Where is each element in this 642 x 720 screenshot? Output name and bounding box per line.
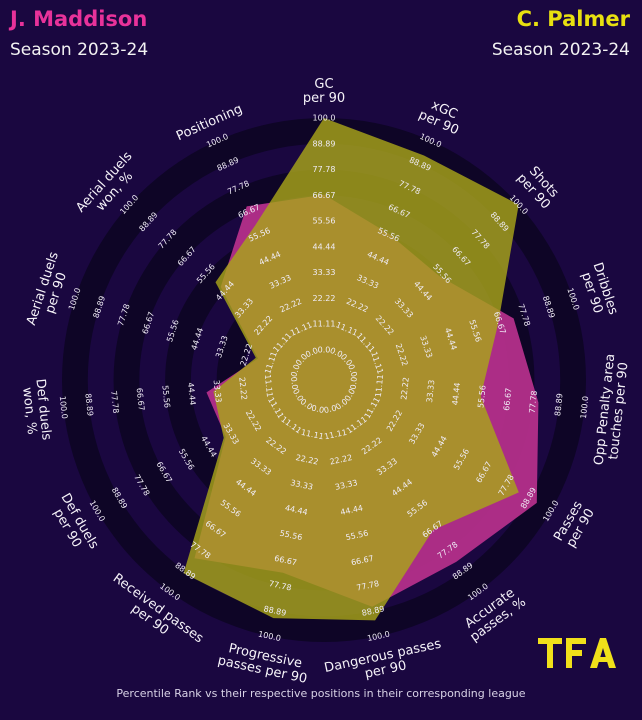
player-1-name: J. Maddison [10, 7, 148, 31]
tick-label: 66.67 [135, 387, 146, 411]
tick-label: 22.22 [399, 377, 410, 401]
tick-label: 44.44 [313, 242, 336, 251]
tick-label: 100.0 [58, 396, 69, 420]
axis-label: Progressivepasses per 90 [216, 640, 311, 687]
tick-label: 77.78 [313, 165, 336, 174]
tick-label: 55.56 [476, 385, 487, 409]
tick-label: 11.11 [263, 374, 274, 398]
player-1-header: J. Maddison Season 2023-24 [10, 6, 148, 62]
tick-label: 44.44 [451, 382, 462, 406]
axis-label: Def duelswon, % [18, 378, 53, 443]
tick-label: 88.89 [553, 393, 564, 417]
tick-label: 0.0 [318, 346, 331, 355]
tick-label: 55.56 [160, 385, 171, 409]
radar-series [183, 118, 539, 621]
tick-label: 44.44 [186, 382, 197, 406]
tick-label: 77.78 [109, 390, 120, 414]
player-2-header: C. Palmer Season 2023-24 [492, 6, 630, 62]
tick-label: 0.0 [346, 363, 358, 378]
player-2-name: C. Palmer [516, 7, 630, 31]
tick-label: 66.67 [502, 387, 513, 411]
tick-label: 0.0 [349, 376, 359, 390]
tick-label: 11.11 [313, 320, 336, 329]
player-2-season: Season 2023-24 [491, 40, 630, 60]
axis-label: Dangerous passesper 90 [323, 637, 446, 690]
tick-label: 33.33 [212, 379, 223, 403]
series-area-palmer [183, 118, 519, 621]
tick-label: 11.11 [374, 374, 385, 398]
player-1-season: Season 2023-24 [10, 40, 149, 60]
tick-label: 0.0 [289, 363, 301, 378]
axis-label: Dribblesper 90 [576, 261, 620, 321]
tick-label: 33.33 [313, 268, 336, 277]
axis-label: GC per 90 [303, 77, 345, 106]
tick-label: 0.0 [289, 376, 299, 390]
axis-label: Opp Penalty areatouches per 90 [592, 353, 633, 467]
axis-label: Aerial duelsper 90 [24, 250, 75, 332]
tick-label: 88.89 [83, 393, 94, 417]
tick-label: 77.78 [528, 390, 539, 414]
tick-label: 22.22 [313, 294, 336, 303]
tick-label: 22.22 [237, 377, 248, 401]
tfa-logo [538, 638, 616, 668]
tick-label: 0.0 [311, 404, 325, 415]
tick-label: 66.67 [313, 191, 336, 200]
tick-label: 55.56 [313, 217, 336, 226]
tick-label: 100.0 [313, 114, 336, 123]
tick-label: 88.89 [313, 139, 336, 148]
tick-label: 100.0 [579, 396, 590, 420]
tick-label: 33.33 [425, 379, 436, 403]
footnote: Percentile Rank vs their respective posi… [116, 687, 526, 700]
tick-label: 0.0 [323, 404, 337, 415]
